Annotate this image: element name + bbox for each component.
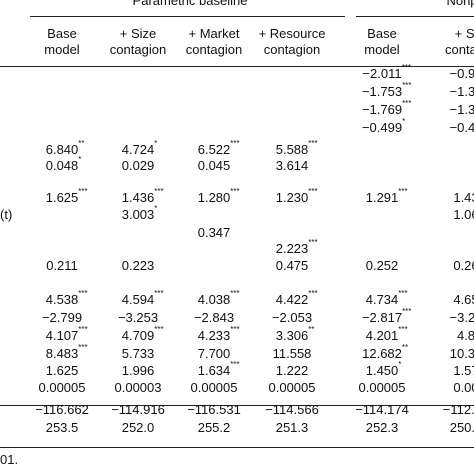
- table-cell: 0.048 *: [45, 155, 82, 173]
- table-cell: −0.46: [449, 120, 474, 135]
- table-cell: 1.625: [45, 363, 79, 378]
- footnote: 01.: [0, 452, 19, 467]
- table-cell: −116.662: [35, 402, 89, 417]
- table-cell: 250.1: [449, 420, 474, 435]
- table-cell: −2.817 ***: [361, 307, 412, 325]
- table-cell: 6.522 ***: [197, 139, 240, 157]
- table-cell: 0.045: [197, 158, 231, 173]
- table-cell: −2.011 ***: [362, 63, 411, 81]
- table-cell: 4.233 ***: [197, 325, 240, 343]
- row-label: (t): [0, 207, 13, 222]
- table-cell: 0.00005: [190, 380, 238, 395]
- bottom-rule: [0, 447, 474, 448]
- header-rule: [0, 66, 474, 67]
- table-cell: −2.799: [41, 310, 83, 325]
- table-cell: 253.5: [45, 420, 79, 435]
- table-cell: 1.222: [275, 363, 309, 378]
- table-cell: 0.252: [365, 258, 399, 273]
- column-header: + Market contagion: [185, 26, 243, 57]
- table-cell: −2.843: [193, 310, 235, 325]
- table-cell: 4.594 ***: [121, 289, 164, 307]
- table-cell: 1.280 ***: [197, 187, 240, 205]
- table-cell: 5.588 ***: [275, 139, 318, 157]
- table-cell: 10.37: [449, 346, 474, 361]
- table-cell: 6.840 **: [45, 139, 85, 157]
- table-cell: 251.3: [275, 420, 309, 435]
- table-cell: 1.291 ***: [365, 187, 408, 205]
- table-cell: −1.769 ***: [361, 99, 412, 117]
- table-cell: 4.201 ***: [365, 325, 408, 343]
- table-cell: 7.700: [197, 346, 231, 361]
- table-cell: 11.558: [272, 346, 312, 361]
- table-cell: −112.14: [442, 402, 474, 417]
- group-title: Nonp: [446, 0, 474, 8]
- table-cell: −1.753 ***: [361, 81, 412, 99]
- section-rule: [0, 405, 474, 406]
- table-cell: 1.06: [453, 207, 474, 222]
- table-cell: −114.174: [355, 402, 409, 417]
- table-cell: 4.8: [456, 328, 474, 343]
- column-header: + Size contagion: [109, 26, 167, 57]
- table-cell: 1.57: [453, 363, 474, 378]
- table-cell: 1.625 ***: [45, 187, 88, 205]
- table-cell: 1.436 ***: [121, 187, 164, 205]
- table-cell: 3.003 *: [121, 204, 158, 222]
- table-cell: −114.566: [265, 402, 319, 417]
- table-cell: −1.35: [449, 84, 474, 99]
- table-cell: 1.230 ***: [275, 187, 318, 205]
- table-cell: 255.2: [197, 420, 231, 435]
- table-cell: 0.00005: [268, 380, 316, 395]
- column-header: + Si contagi: [445, 26, 474, 57]
- table-cell: 4.038 ***: [197, 289, 240, 307]
- table-cell: 0.00005: [358, 380, 406, 395]
- column-header: + Resource contagion: [258, 26, 326, 57]
- table-cell: 0.00005: [38, 380, 86, 395]
- table-cell: −3.253: [117, 310, 159, 325]
- table-cell: 1.634 ***: [197, 360, 240, 378]
- table-cell: 4.65: [453, 292, 474, 307]
- table-cell: −116.531: [187, 402, 241, 417]
- table-cell: 252.3: [365, 420, 399, 435]
- table-cell: −0.499 *: [361, 117, 406, 135]
- table-cell: 4.724 *: [121, 139, 158, 157]
- table-cell: 12.682 **: [362, 343, 409, 361]
- table-cell: 0.00003: [114, 380, 162, 395]
- table-cell: 0.26: [453, 258, 474, 273]
- table-cell: 3.306 **: [275, 325, 315, 343]
- table-cell: 0.029: [121, 158, 155, 173]
- table-cell: 5.733: [121, 346, 155, 361]
- table-cell: 8.483 ***: [45, 343, 88, 361]
- table-cell: 4.422 ***: [275, 289, 318, 307]
- group-rule: [30, 16, 345, 17]
- table-cell: 4.734 ***: [365, 289, 408, 307]
- table-cell: −114.916: [111, 402, 165, 417]
- table-cell: 2.223 ***: [275, 238, 318, 256]
- table-cell: 0.00: [453, 380, 474, 395]
- table-cell: −1.30: [449, 102, 474, 117]
- table-cell: −2.053: [271, 310, 313, 325]
- group-title: Parametric baseline: [132, 0, 248, 8]
- table-cell: 4.538 ***: [45, 289, 88, 307]
- table-cell: 0.475: [275, 258, 309, 273]
- table-cell: 4.709 ***: [121, 325, 164, 343]
- table-cell: 0.211: [46, 258, 78, 273]
- table-cell: −3.29: [449, 310, 474, 325]
- table-cell: 1.450 *: [365, 360, 402, 378]
- table-cell: −0.91: [449, 66, 474, 81]
- table-cell: 0.347: [197, 225, 231, 240]
- table-cell: 3.614: [275, 158, 309, 173]
- column-header: Base model: [44, 26, 80, 57]
- table-cell: 1.996: [121, 363, 155, 378]
- column-header: Base model: [364, 26, 400, 57]
- table-cell: 1.43: [453, 190, 474, 205]
- group-rule: [356, 16, 474, 17]
- table-cell: 0.223: [121, 258, 155, 273]
- table-cell: 252.0: [121, 420, 155, 435]
- table-cell: 4.107 ***: [45, 325, 88, 343]
